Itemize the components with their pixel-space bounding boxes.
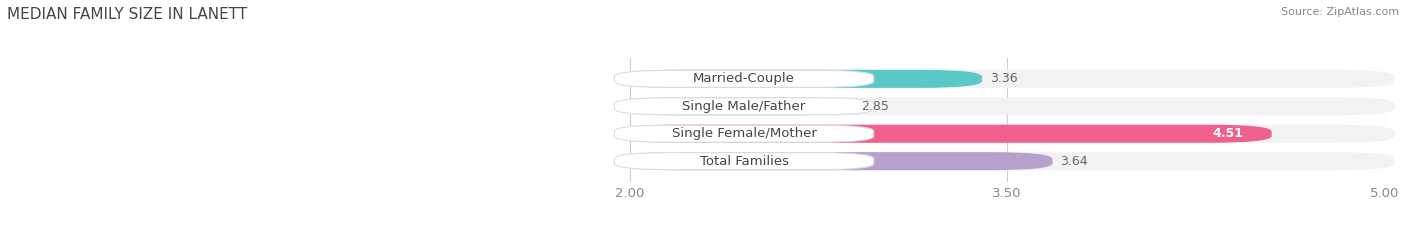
Text: MEDIAN FAMILY SIZE IN LANETT: MEDIAN FAMILY SIZE IN LANETT (7, 7, 247, 22)
FancyBboxPatch shape (620, 152, 1053, 170)
FancyBboxPatch shape (620, 97, 853, 115)
Text: Single Female/Mother: Single Female/Mother (672, 127, 817, 140)
Text: 2.85: 2.85 (860, 100, 889, 113)
FancyBboxPatch shape (614, 70, 873, 87)
Text: Total Families: Total Families (700, 155, 789, 168)
Text: 3.36: 3.36 (990, 72, 1017, 85)
FancyBboxPatch shape (620, 97, 1395, 115)
Text: Source: ZipAtlas.com: Source: ZipAtlas.com (1281, 7, 1399, 17)
FancyBboxPatch shape (620, 70, 981, 88)
Text: 4.51: 4.51 (1213, 127, 1244, 140)
Text: Married-Couple: Married-Couple (693, 72, 794, 85)
FancyBboxPatch shape (614, 125, 873, 142)
Text: 3.64: 3.64 (1060, 155, 1088, 168)
FancyBboxPatch shape (620, 152, 1395, 170)
FancyBboxPatch shape (614, 153, 873, 170)
Text: Single Male/Father: Single Male/Father (682, 100, 806, 113)
FancyBboxPatch shape (614, 98, 873, 115)
FancyBboxPatch shape (620, 125, 1271, 143)
FancyBboxPatch shape (620, 70, 1395, 88)
FancyBboxPatch shape (620, 125, 1395, 143)
